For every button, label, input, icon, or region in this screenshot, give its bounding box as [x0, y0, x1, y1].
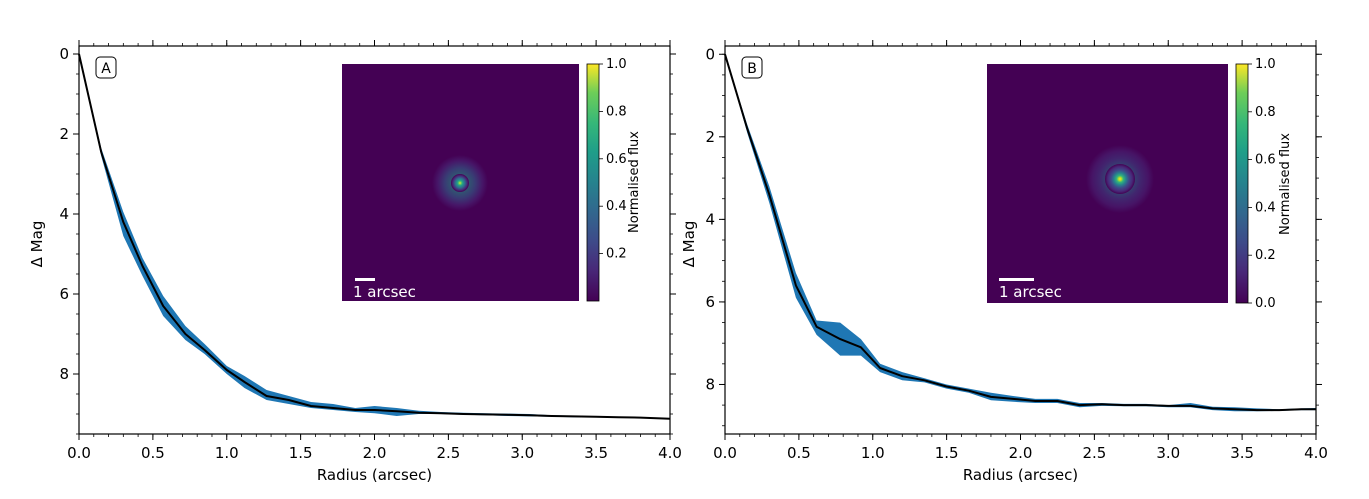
panel-b-scalebar-label: 1 arcsec — [999, 283, 1062, 301]
panel-b-ytick-label: 8 — [705, 375, 715, 393]
panel-a-xtick-label: 2.0 — [363, 444, 387, 462]
panel-a-xtick-label: 0.5 — [141, 444, 165, 462]
panel-a-colorbar-tick-label: 1.0 — [606, 57, 627, 72]
panel-a-ytick-label: 6 — [59, 285, 69, 303]
panel-a-ytick-label: 2 — [59, 125, 69, 143]
panel-a-xtick-label: 1.0 — [215, 444, 239, 462]
panel-b-ytick-label: 6 — [705, 293, 715, 311]
panel-a: 0.0 0.5 1.0 1.5 2.0 2.5 3.0 3.5 4.0 0 2 4 6 8 A Radiu… — [28, 40, 682, 484]
panel-a-tag: A — [95, 56, 117, 79]
panel-a-colorbar-tick-label: 0.2 — [606, 247, 627, 262]
panel-a-xtick-label: 3.5 — [584, 444, 608, 462]
panel-b-tag-text: B — [747, 61, 757, 77]
panel-b-frame — [724, 45, 1317, 435]
panel-b-tag: B — [741, 56, 763, 79]
panel-a-psf-core — [451, 174, 469, 192]
panel-b-contrast-curve — [724, 54, 1316, 412]
panel-a-tag-text: A — [101, 61, 111, 77]
panel-b-xtick-label: 2.0 — [1009, 444, 1033, 462]
panel-a-colorbar-tick-label: 0.8 — [606, 104, 627, 119]
panel-b-ytick-label: 2 — [705, 128, 715, 146]
panel-a-xtick-label: 1.5 — [289, 444, 313, 462]
panel-a-frame — [78, 45, 671, 435]
panel-b-colorbar — [1235, 63, 1249, 304]
panel-b-xtick-label: 1.0 — [861, 444, 885, 462]
panel-b-xtick-label: 0.0 — [713, 444, 737, 462]
panel-a-colorbar-label: Normalised flux — [627, 131, 642, 233]
panel-b-ylabel: Δ Mag — [680, 221, 698, 268]
panel-a-ytick-label: 0 — [59, 45, 69, 63]
panel-a-ylabel: Δ Mag — [28, 221, 46, 268]
panel-b-xlabel: Radius (arcsec) — [963, 466, 1078, 484]
panel-a-xtick-label: 4.0 — [658, 444, 682, 462]
panel-a-contrast-curve — [78, 53, 671, 420]
panel-b-colorbar-ticks: 0.0 0.2 0.4 0.6 0.8 1.0 — [1248, 57, 1276, 311]
panel-a-xlabel: Radius (arcsec) — [317, 466, 432, 484]
panel-a-scalebar — [355, 278, 375, 281]
panel-a-colorbar-tick-label: 0.4 — [606, 199, 627, 214]
panel-a-colorbar-tick-label: 0.6 — [606, 152, 627, 167]
panel-b-colorbar-tick-label: 0.2 — [1255, 248, 1276, 263]
panel-b-inset: 1 arcsec 0.0 0.2 0.4 0.6 0.8 1.0 Normalised f… — [987, 57, 1293, 311]
panel-a-inset: 1 arcsec 0.2 0.4 0.6 0.8 1.0 Normalised flux — [342, 57, 642, 302]
panel-a-xtick-label: 0.0 — [67, 444, 91, 462]
panel-b-colorbar-tick-label: 0.8 — [1255, 105, 1276, 120]
panel-b-psf-core — [1105, 164, 1135, 194]
panel-b-colorbar-tick-label: 0.6 — [1255, 153, 1276, 168]
panel-b-xtick-label: 4.0 — [1304, 444, 1328, 462]
panel-b-scalebar — [999, 278, 1034, 281]
panel-a-colorbar-ticks: 0.2 0.4 0.6 0.8 1.0 — [599, 57, 627, 262]
panel-a-scalebar-label: 1 arcsec — [353, 283, 416, 301]
panel-b-xtick-label: 3.0 — [1156, 444, 1180, 462]
panel-a-colorbar — [586, 63, 600, 302]
panel-b: 0.0 0.5 1.0 1.5 2.0 2.5 3.0 3.5 4.0 0 2 4 6 8 B Radiu… — [680, 40, 1328, 484]
panel-b-colorbar-label: Normalised flux — [1278, 133, 1293, 235]
panel-a-ytick-label: 4 — [59, 205, 69, 223]
panel-b-colorbar-tick-label: 1.0 — [1255, 57, 1276, 72]
panel-b-xtick-label: 1.5 — [935, 444, 959, 462]
panel-b-colorbar-tick-label: 0.4 — [1255, 200, 1276, 215]
panel-b-ytick-label: 0 — [705, 45, 715, 63]
panel-a-xtick-label: 3.0 — [510, 444, 534, 462]
panel-b-colorbar-tick-label: 0.0 — [1255, 296, 1276, 311]
panel-a-xtick-label: 2.5 — [436, 444, 460, 462]
panel-b-xtick-label: 2.5 — [1082, 444, 1106, 462]
panel-b-xtick-label: 3.5 — [1230, 444, 1254, 462]
panel-b-xtick-label: 0.5 — [787, 444, 811, 462]
panel-b-ytick-label: 4 — [705, 210, 715, 228]
panel-a-ytick-label: 8 — [59, 365, 69, 383]
